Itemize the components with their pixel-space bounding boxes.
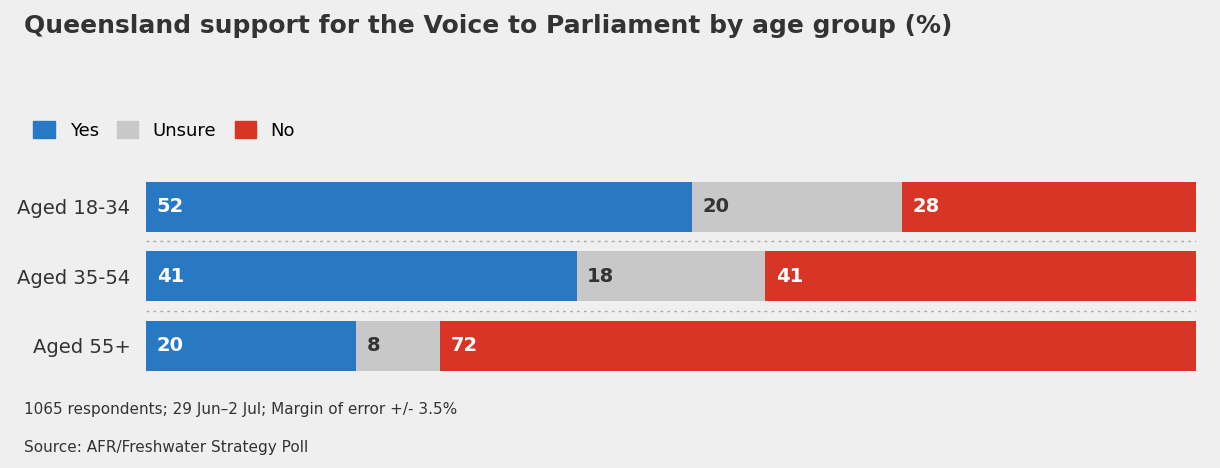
Bar — [146, 182, 692, 232]
Text: Queensland support for the Voice to Parliament by age group (%): Queensland support for the Voice to Parl… — [24, 14, 953, 38]
Bar — [440, 321, 1196, 371]
Bar — [356, 321, 440, 371]
Text: 1065 respondents; 29 Jun–2 Jul; Margin of error +/- 3.5%: 1065 respondents; 29 Jun–2 Jul; Margin o… — [24, 402, 457, 417]
Bar — [577, 251, 765, 301]
Bar — [902, 182, 1196, 232]
Text: 8: 8 — [367, 336, 381, 355]
Text: 18: 18 — [587, 267, 615, 285]
Text: 41: 41 — [776, 267, 803, 285]
Text: 28: 28 — [913, 197, 939, 216]
Text: Source: AFR/Freshwater Strategy Poll: Source: AFR/Freshwater Strategy Poll — [24, 440, 309, 455]
Bar — [146, 251, 577, 301]
Bar — [765, 251, 1196, 301]
Bar — [692, 182, 902, 232]
Text: 20: 20 — [703, 197, 730, 216]
Text: 72: 72 — [450, 336, 478, 355]
Text: 41: 41 — [157, 267, 184, 285]
Text: 20: 20 — [157, 336, 184, 355]
Text: 52: 52 — [157, 197, 184, 216]
Legend: Yes, Unsure, No: Yes, Unsure, No — [33, 121, 295, 139]
Bar — [146, 321, 356, 371]
